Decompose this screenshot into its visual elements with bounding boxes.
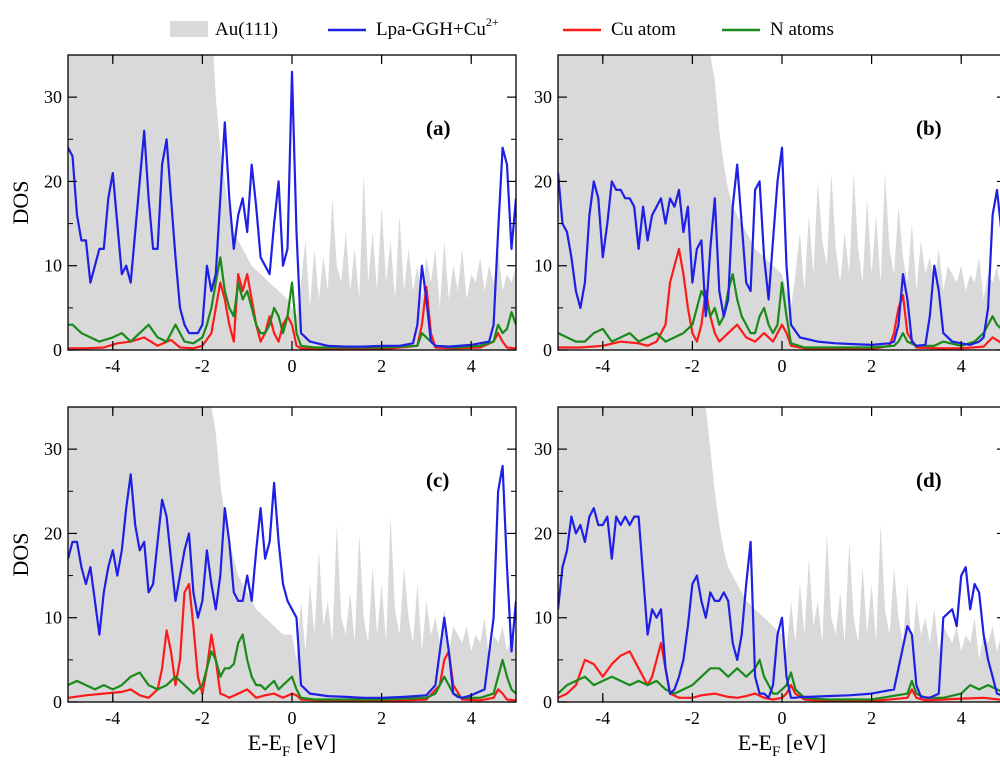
legend-label-au: Au(111)	[215, 19, 278, 40]
y-tick-label: 30	[534, 87, 552, 107]
y-tick-label: 20	[44, 171, 62, 191]
x-tick-label: -4	[105, 356, 120, 376]
y-tick-label: 30	[44, 87, 62, 107]
series-line-total	[558, 507, 1000, 699]
x-axis-label: E-EF [eV]	[738, 730, 826, 760]
panel-d: -4 -2 0 2 4 0 10 20 30 (d) E-EF [eV]	[534, 406, 1000, 760]
y-tick-label: 0	[543, 340, 552, 360]
legend-item-total: Lpa-GGH+Cu2+	[328, 15, 499, 40]
x-tick-label: -2	[685, 708, 700, 728]
y-tick-label: 0	[53, 692, 62, 712]
x-tick-label: -4	[595, 708, 610, 728]
x-tick-label: 4	[957, 708, 966, 728]
legend-label-n: N atoms	[770, 19, 834, 40]
series-line-cu	[558, 641, 1000, 702]
panel-label: (a)	[426, 116, 451, 140]
series-line-total	[68, 464, 516, 699]
x-axis-label-sub: F	[772, 744, 780, 760]
plot-area	[68, 407, 516, 702]
x-tick-label: 2	[377, 356, 386, 376]
x-tick-label: -4	[105, 708, 120, 728]
y-tick-label: 30	[44, 439, 62, 459]
y-axis-label: DOS	[8, 532, 33, 576]
x-tick-label: 2	[377, 708, 386, 728]
x-tick-label: -2	[685, 356, 700, 376]
legend-label-total: Lpa-GGH+Cu2+	[376, 15, 499, 40]
y-tick-label: 10	[534, 608, 552, 628]
x-tick-label: -2	[195, 708, 210, 728]
series-area-au	[558, 407, 1000, 702]
panel-label: (b)	[916, 116, 942, 140]
x-axis-label-unit: [eV]	[780, 730, 826, 755]
x-axis-label-sub: F	[282, 744, 290, 760]
legend-label-total-sup: 2+	[486, 15, 499, 29]
y-tick-label: 0	[53, 340, 62, 360]
x-tick-label: 2	[867, 356, 876, 376]
series-area-au	[558, 55, 1000, 350]
y-tick-label: 20	[534, 171, 552, 191]
panel-label: (d)	[916, 468, 942, 492]
legend-label-total-text: Lpa-GGH+Cu	[376, 19, 486, 40]
y-tick-label: 10	[44, 256, 62, 276]
y-axis-label: DOS	[8, 180, 33, 224]
x-axis-label-main: E-E	[738, 730, 772, 755]
legend-item-au: Au(111)	[170, 19, 278, 40]
plot-area	[558, 55, 1000, 350]
panel-c: -4 -2 0 2 4 0 10 20 30 (c) DOS E-EF [eV]	[8, 406, 517, 760]
legend-item-n: N atoms	[722, 19, 834, 40]
x-tick-label: 2	[867, 708, 876, 728]
series-line-cu	[558, 247, 1000, 350]
x-axis-label: E-EF [eV]	[248, 730, 336, 760]
x-tick-label: 0	[288, 356, 297, 376]
legend-swatch-au	[170, 21, 208, 37]
legend-item-cu: Cu atom	[563, 19, 676, 40]
x-axis-label-unit: [eV]	[290, 730, 336, 755]
legend-label-cu: Cu atom	[611, 19, 676, 40]
y-tick-label: 10	[44, 608, 62, 628]
series-area-au	[68, 55, 516, 350]
y-tick-label: 10	[534, 256, 552, 276]
panel-a: -4 -2 0 2 4 0 10 20 30 (a) DOS	[8, 54, 517, 376]
y-tick-label: 20	[534, 523, 552, 543]
series-line-total	[68, 70, 516, 348]
panel-b: -4 -2 0 2 4 0 10 20 30 (b)	[534, 54, 1000, 376]
series-line-total	[558, 146, 1000, 347]
y-tick-label: 20	[44, 523, 62, 543]
x-tick-label: 4	[957, 356, 966, 376]
x-tick-label: 0	[778, 708, 787, 728]
plot-area	[68, 55, 516, 350]
x-axis-label-main: E-E	[248, 730, 282, 755]
x-tick-label: 4	[467, 356, 476, 376]
series-area-au	[68, 407, 516, 702]
series-line-n	[68, 633, 516, 701]
x-tick-label: 0	[778, 356, 787, 376]
x-tick-label: -2	[195, 356, 210, 376]
y-tick-label: 30	[534, 439, 552, 459]
panel-label: (c)	[426, 468, 449, 492]
y-tick-label: 0	[543, 692, 552, 712]
x-tick-label: 4	[467, 708, 476, 728]
plot-area	[558, 407, 1000, 702]
x-tick-label: 0	[288, 708, 297, 728]
x-tick-label: -4	[595, 356, 610, 376]
legend: Au(111) Lpa-GGH+Cu2+ Cu atom N atoms	[170, 15, 834, 40]
